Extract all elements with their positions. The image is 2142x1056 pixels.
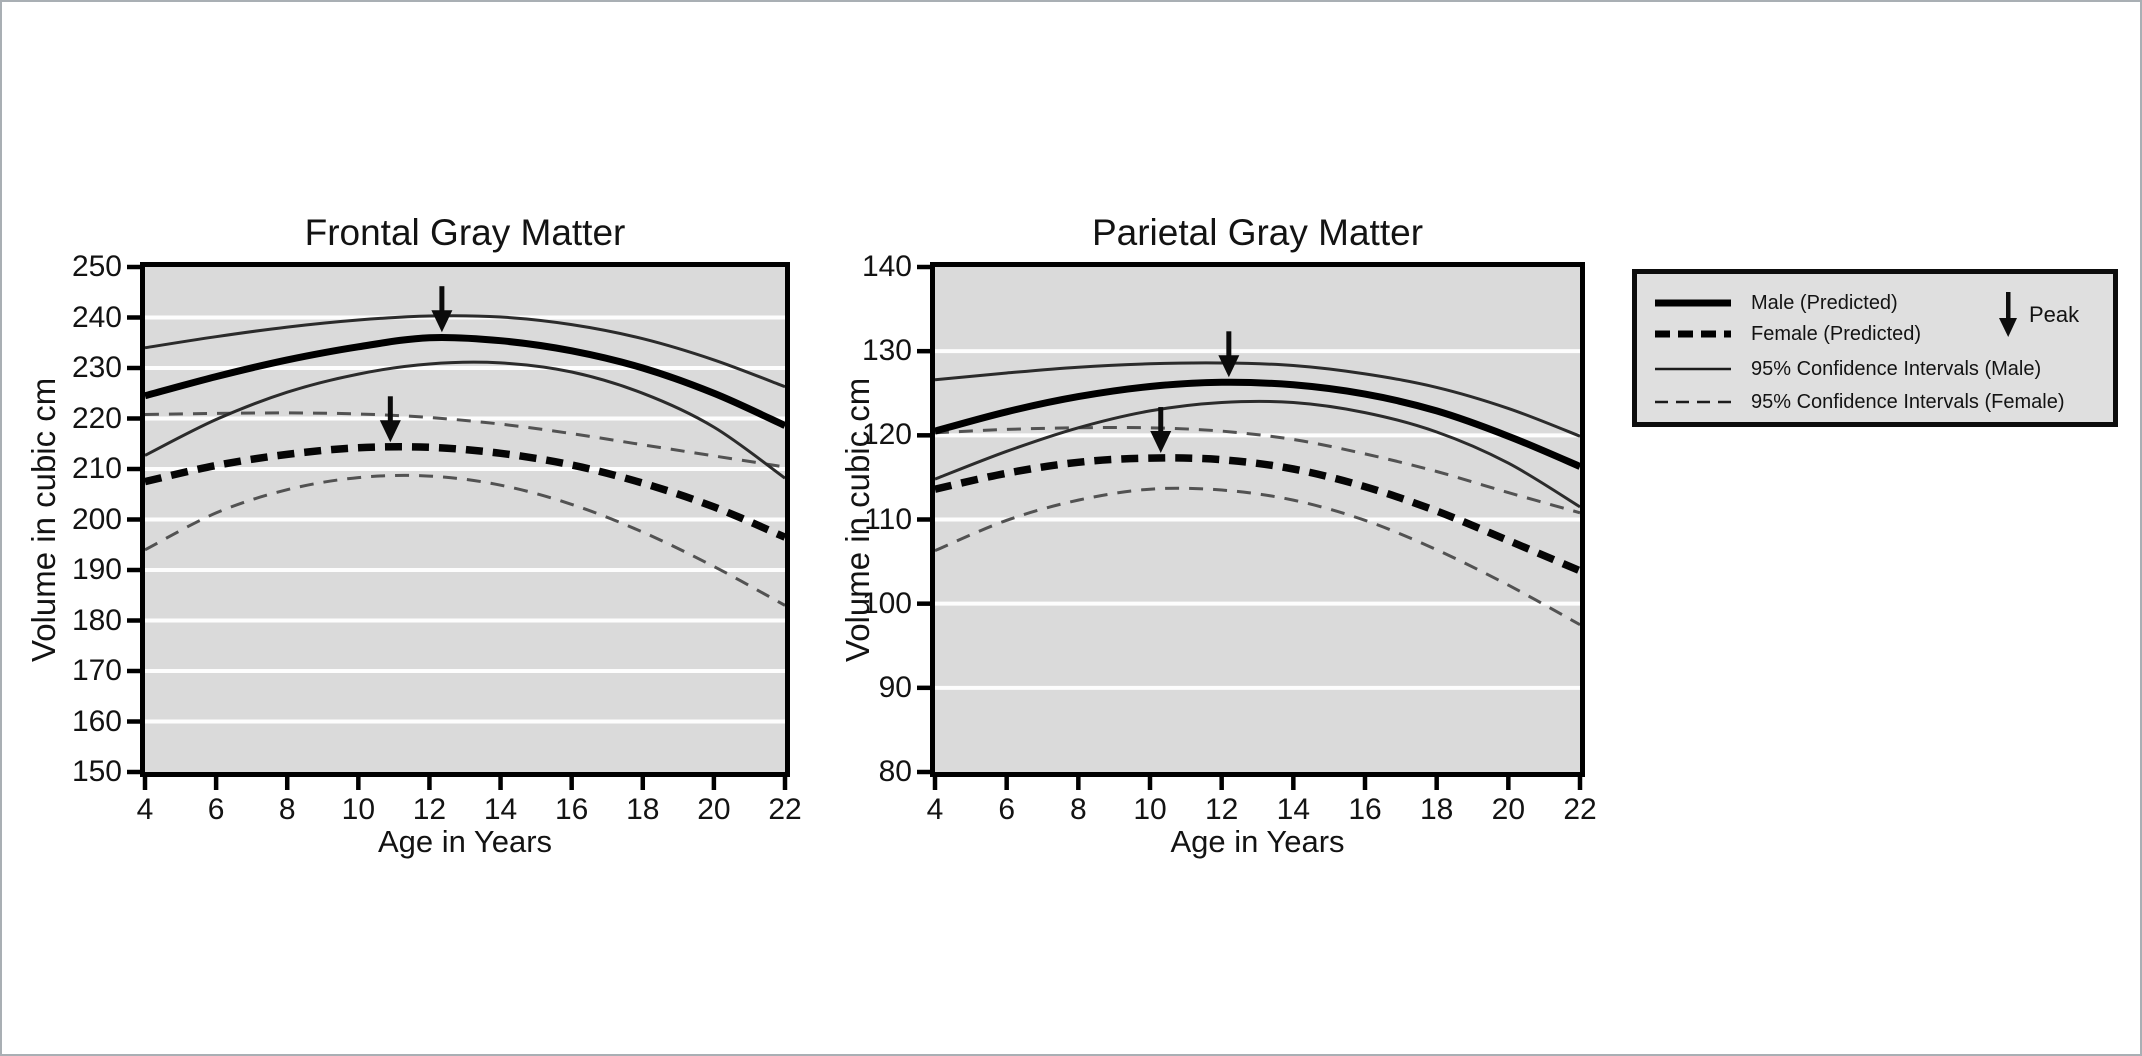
y-tick-label: 190 [71,553,122,586]
x-tick-label: 22 [1563,793,1597,826]
legend-sample-thick-dashed-line [1655,330,1731,338]
x-tick-label: 8 [1069,793,1087,826]
y-tick-label: 170 [71,654,122,687]
chart-title-parietal: Parietal Gray Matter [1091,212,1424,253]
x-tick-label: 12 [1204,793,1239,826]
legend-sample-thin-dashed-line [1655,400,1731,404]
y-tick-label: 110 [864,502,912,536]
x-tick-label: 20 [1491,793,1526,826]
legend-sample-thick-solid-line [1655,299,1731,307]
x-tick-label: 14 [1276,793,1311,826]
curve-thin-dashed [145,473,785,607]
peak-arrow-head [1218,355,1240,378]
x-tick-label: 4 [926,793,944,826]
x-tick-label: 14 [483,793,518,826]
x-tick-label: 12 [412,793,447,826]
x-tick-label: 6 [207,793,225,826]
y-tick-label: 240 [71,300,122,334]
curve-thin-solid [935,361,1580,438]
legend-sample-thin-solid-line [1655,367,1731,371]
curve-thin-dashed [935,486,1580,627]
curve-thick-solid [145,333,785,429]
x-tick-label: 8 [278,793,296,826]
legend-item-ci-male: 95% Confidence Intervals (Male) [1655,356,2041,382]
curve-thick-solid [935,378,1580,470]
y-tick-label: 100 [861,586,912,620]
curve-thin-solid [935,399,1580,509]
x-axis-label-frontal: Age in Years [377,824,553,859]
plot-frame [140,262,790,777]
x-tick-label: 4 [136,793,154,826]
legend-peak-label: Peak [2029,302,2080,327]
x-tick-label: 20 [697,793,731,826]
legend-item-label: 95% Confidence Intervals (Male) [1751,357,2042,380]
y-tick-label: 160 [71,704,122,738]
legend-item-label: 95% Confidence Intervals (Female) [1751,390,2065,413]
x-tick-label: 10 [1133,793,1167,826]
legend-item-ci-female: 95% Confidence Intervals (Female) [1655,389,2064,415]
peak-arrow-icon [1999,292,2017,337]
x-axis-label-parietal: Age in Years [1170,824,1345,859]
y-tick-label: 210 [71,452,122,485]
y-tick-label: 150 [71,755,122,788]
peak-arrow-head [431,310,453,333]
x-tick-label: 18 [626,793,660,826]
curve-thin-dashed [935,425,1580,515]
legend-item-male-predicted: Male (Predicted) [1655,290,1898,316]
x-tick-label: 18 [1419,793,1454,826]
peak-arrow-shaft [439,286,445,313]
x-tick-label: 22 [768,793,802,826]
curve-thick-dashed [935,454,1580,575]
y-tick-label: 120 [861,418,912,452]
x-tick-label: 16 [1348,793,1382,826]
peak-arrow-head [1150,431,1172,454]
peak-arrow-shaft [1158,407,1164,434]
y-tick-label: 140 [861,250,912,283]
curve-thick-dashed [145,442,785,541]
legend-box: Male (Predicted) Female (Predicted) 95% … [1632,269,2118,427]
y-tick-label: 200 [71,502,122,536]
y-tick-label: 220 [71,401,122,435]
y-tick-label: 180 [71,603,122,637]
curve-thin-solid [145,314,785,389]
y-tick-label: 90 [878,670,912,704]
peak-arrow-head [379,420,401,443]
plot-frame [930,262,1585,777]
curve-thin-dashed [145,411,785,469]
legend-item-female-predicted: Female (Predicted) [1655,321,1921,347]
curve-thin-solid [145,360,785,480]
peak-arrow-shaft [387,396,393,423]
y-tick-label: 80 [878,755,912,788]
y-tick-label: 250 [71,250,122,283]
legend-item-label: Male (Predicted) [1751,291,1898,314]
y-tick-label: 130 [861,334,912,368]
y-tick-label: 230 [71,351,122,384]
legend-item-label: Female (Predicted) [1751,322,1922,345]
legend-peak-entry: Peak [1997,290,2079,340]
x-tick-label: 10 [341,793,376,826]
x-tick-label: 16 [554,793,589,826]
x-tick-label: 6 [998,793,1015,826]
peak-arrow-shaft [1226,331,1232,358]
chart-title-frontal: Frontal Gray Matter [304,212,626,253]
